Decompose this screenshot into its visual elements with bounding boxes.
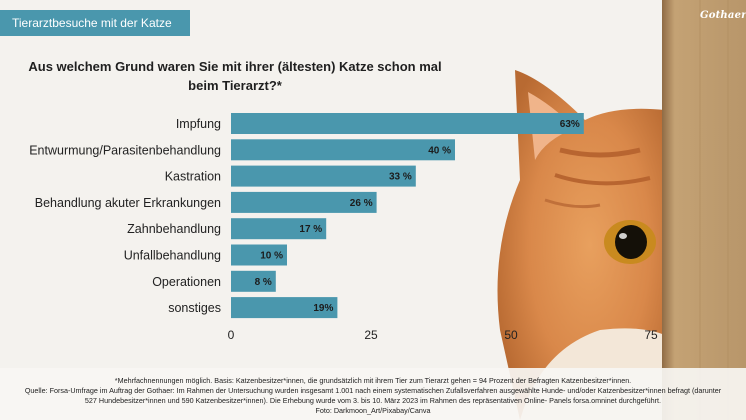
footnote-basis: *Mehrfachnennungen möglich. Basis: Katze… [114, 376, 632, 385]
value-label: 26 % [350, 198, 373, 209]
x-tick-label: 0 [228, 328, 235, 342]
category-label: Entwurmung/Parasitenbehandlung [29, 143, 221, 157]
value-label: 63% [560, 119, 580, 130]
footnote-photo-credit: Foto: Darkmoon_Art/Pixabay/Canva [315, 406, 431, 415]
value-label: 8 % [255, 277, 272, 288]
category-label: sonstiges [168, 301, 221, 315]
bar-2 [231, 165, 416, 187]
bar-4 [231, 218, 327, 240]
value-label: 33 % [389, 172, 412, 183]
category-label: Operationen [152, 275, 221, 289]
x-tick-label: 25 [364, 328, 378, 342]
category-label: Kastration [165, 170, 221, 184]
topic-tag: Tierarztbesuche mit der Katze [0, 10, 190, 36]
value-label: 40 % [428, 145, 451, 156]
footnote-survey: 527 Hundebesitzer*innen und 590 Katzenbe… [84, 396, 662, 405]
bar-7 [231, 297, 338, 319]
category-label: Impfung [176, 117, 221, 131]
category-label: Unfallbehandlung [124, 249, 221, 263]
value-label: 17 % [299, 224, 322, 235]
bar-6 [231, 270, 276, 292]
category-label: Zahnbehandlung [127, 222, 221, 236]
x-tick-label: 50 [504, 328, 518, 342]
value-label: 19% [313, 303, 333, 314]
footnote-source: Quelle: Forsa-Umfrage im Auftrag der Got… [24, 386, 722, 395]
bar-3 [231, 191, 377, 213]
category-label: Behandlung akuter Erkrankungen [35, 196, 221, 210]
cardboard-box [662, 0, 746, 420]
bar-1 [231, 139, 455, 161]
bar-5 [231, 244, 287, 266]
bar-0 [231, 113, 584, 134]
brand-logo: Gothaer [700, 10, 746, 21]
value-label: 10 % [260, 251, 283, 262]
chart-question: Aus welchem Grund waren Sie mit ihrer (ä… [28, 59, 442, 93]
x-tick-label: 75 [644, 328, 658, 342]
